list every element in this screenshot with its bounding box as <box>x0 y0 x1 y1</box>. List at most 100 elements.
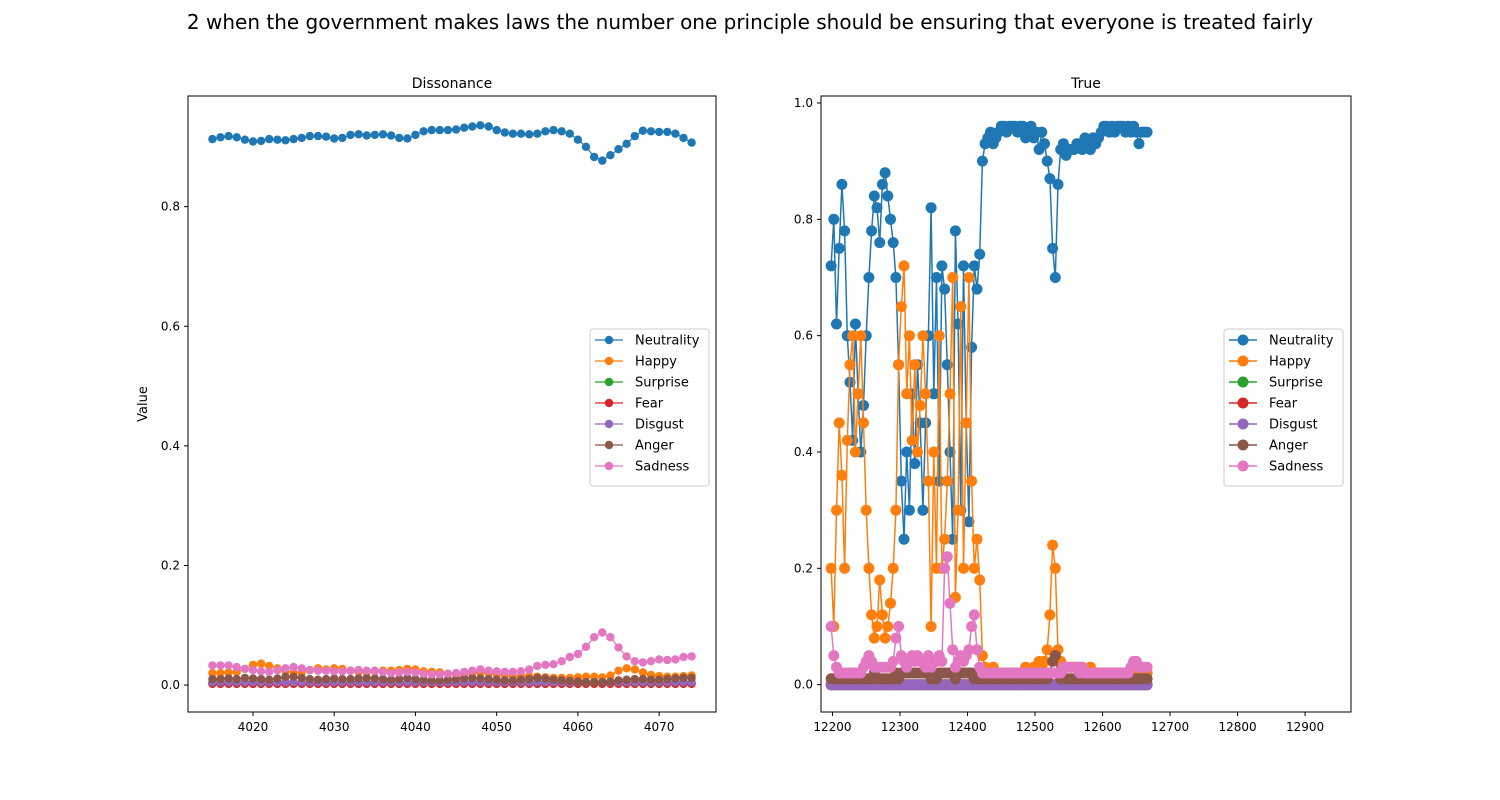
data-point <box>565 676 574 686</box>
data-point <box>882 190 894 202</box>
data-point <box>939 562 951 574</box>
data-point <box>966 341 978 353</box>
data-point <box>581 642 591 651</box>
chart-title: Dissonance <box>412 76 492 92</box>
data-point <box>451 674 461 684</box>
data-point <box>216 133 225 142</box>
data-point <box>606 671 615 680</box>
legend-item-surprise: Surprise <box>595 376 689 391</box>
data-point <box>871 202 883 214</box>
data-point <box>232 674 241 684</box>
legend-marker <box>1237 439 1249 451</box>
data-point <box>944 388 956 400</box>
data-point <box>549 660 558 669</box>
data-point <box>419 127 428 136</box>
legend-label: Sadness <box>635 460 689 475</box>
data-point <box>833 242 845 254</box>
legend-item-sadness: Sadness <box>595 460 689 475</box>
data-point <box>590 677 599 687</box>
plot-frame <box>820 95 1352 713</box>
data-point <box>516 129 526 138</box>
data-point <box>614 145 623 154</box>
x-tick-label: 12800 <box>1218 720 1256 734</box>
data-point <box>1047 539 1059 551</box>
x-tick-label: 12500 <box>1016 720 1054 734</box>
data-point <box>378 674 388 684</box>
data-point <box>248 665 258 675</box>
legend-item-neutrality: Neutrality <box>1229 334 1334 349</box>
data-point <box>890 504 902 516</box>
data-point <box>622 675 631 684</box>
data-point <box>863 272 875 283</box>
data-point <box>378 667 388 677</box>
data-point <box>240 664 250 674</box>
data-point <box>468 122 477 131</box>
data-point <box>533 129 542 138</box>
legend: Neutrality Happy Surprise Fear Disgust Anger S… <box>1223 328 1344 487</box>
legend-marker <box>1237 355 1249 367</box>
legend-item-happy: Happy <box>595 355 677 370</box>
data-point <box>1141 673 1153 685</box>
data-point <box>863 562 875 574</box>
data-point <box>903 330 915 342</box>
legend-label: Fear <box>1269 397 1298 412</box>
data-point <box>646 675 656 684</box>
data-point <box>419 669 428 678</box>
legend-marker <box>604 419 614 429</box>
data-point <box>313 131 323 141</box>
data-point <box>646 127 656 136</box>
data-point <box>208 674 217 684</box>
data-point <box>525 674 534 684</box>
y-tick-label: 0.0 <box>161 678 180 692</box>
true-chart: True 12200 12300 12400 12500 12600 12700 12800 1… <box>794 76 1352 734</box>
x-tick-label: 12300 <box>881 720 919 734</box>
y-tick-label: 1.0 <box>794 96 813 110</box>
data-point <box>968 260 980 272</box>
data-point <box>427 676 436 685</box>
data-point <box>427 670 436 679</box>
data-point <box>362 666 371 675</box>
data-point <box>281 136 290 145</box>
data-point <box>330 667 339 676</box>
data-point <box>313 675 323 684</box>
data-point <box>901 446 913 458</box>
data-point <box>866 609 878 621</box>
data-point <box>855 330 867 342</box>
legend-box <box>1223 328 1344 487</box>
data-point <box>411 674 420 684</box>
data-point <box>622 652 631 661</box>
data-point <box>914 400 926 411</box>
chart-title: True <box>1070 76 1101 92</box>
data-point <box>240 135 250 144</box>
legend-item-anger: Anger <box>595 439 674 454</box>
data-point <box>370 666 379 675</box>
data-point <box>687 652 696 661</box>
legend-item-neutrality: Neutrality <box>595 334 700 349</box>
data-point <box>232 133 241 142</box>
data-point <box>825 562 837 574</box>
data-point <box>885 213 896 225</box>
legend-item-surprise: Surprise <box>1229 376 1323 391</box>
data-point <box>1044 609 1056 621</box>
x-tick-label: 12700 <box>1151 720 1189 734</box>
legend-label: Anger <box>1269 439 1308 454</box>
legend-label: Happy <box>1269 355 1311 370</box>
data-point <box>679 652 688 662</box>
data-point <box>443 675 453 684</box>
data-point <box>928 388 940 400</box>
data-point <box>860 504 872 516</box>
data-point <box>925 202 937 214</box>
y-tick-label: 0.4 <box>794 445 813 459</box>
data-point <box>871 621 883 632</box>
data-point <box>411 130 420 140</box>
x-tick-label: 4070 <box>644 720 675 734</box>
data-point <box>525 665 534 674</box>
data-point <box>492 667 501 676</box>
series-anger <box>208 672 696 687</box>
legend-marker <box>1237 334 1249 346</box>
data-point <box>362 673 371 683</box>
data-point <box>947 272 959 283</box>
data-point <box>484 666 493 675</box>
legend-label: Surprise <box>635 376 689 391</box>
legend-item-disgust: Disgust <box>595 418 684 433</box>
